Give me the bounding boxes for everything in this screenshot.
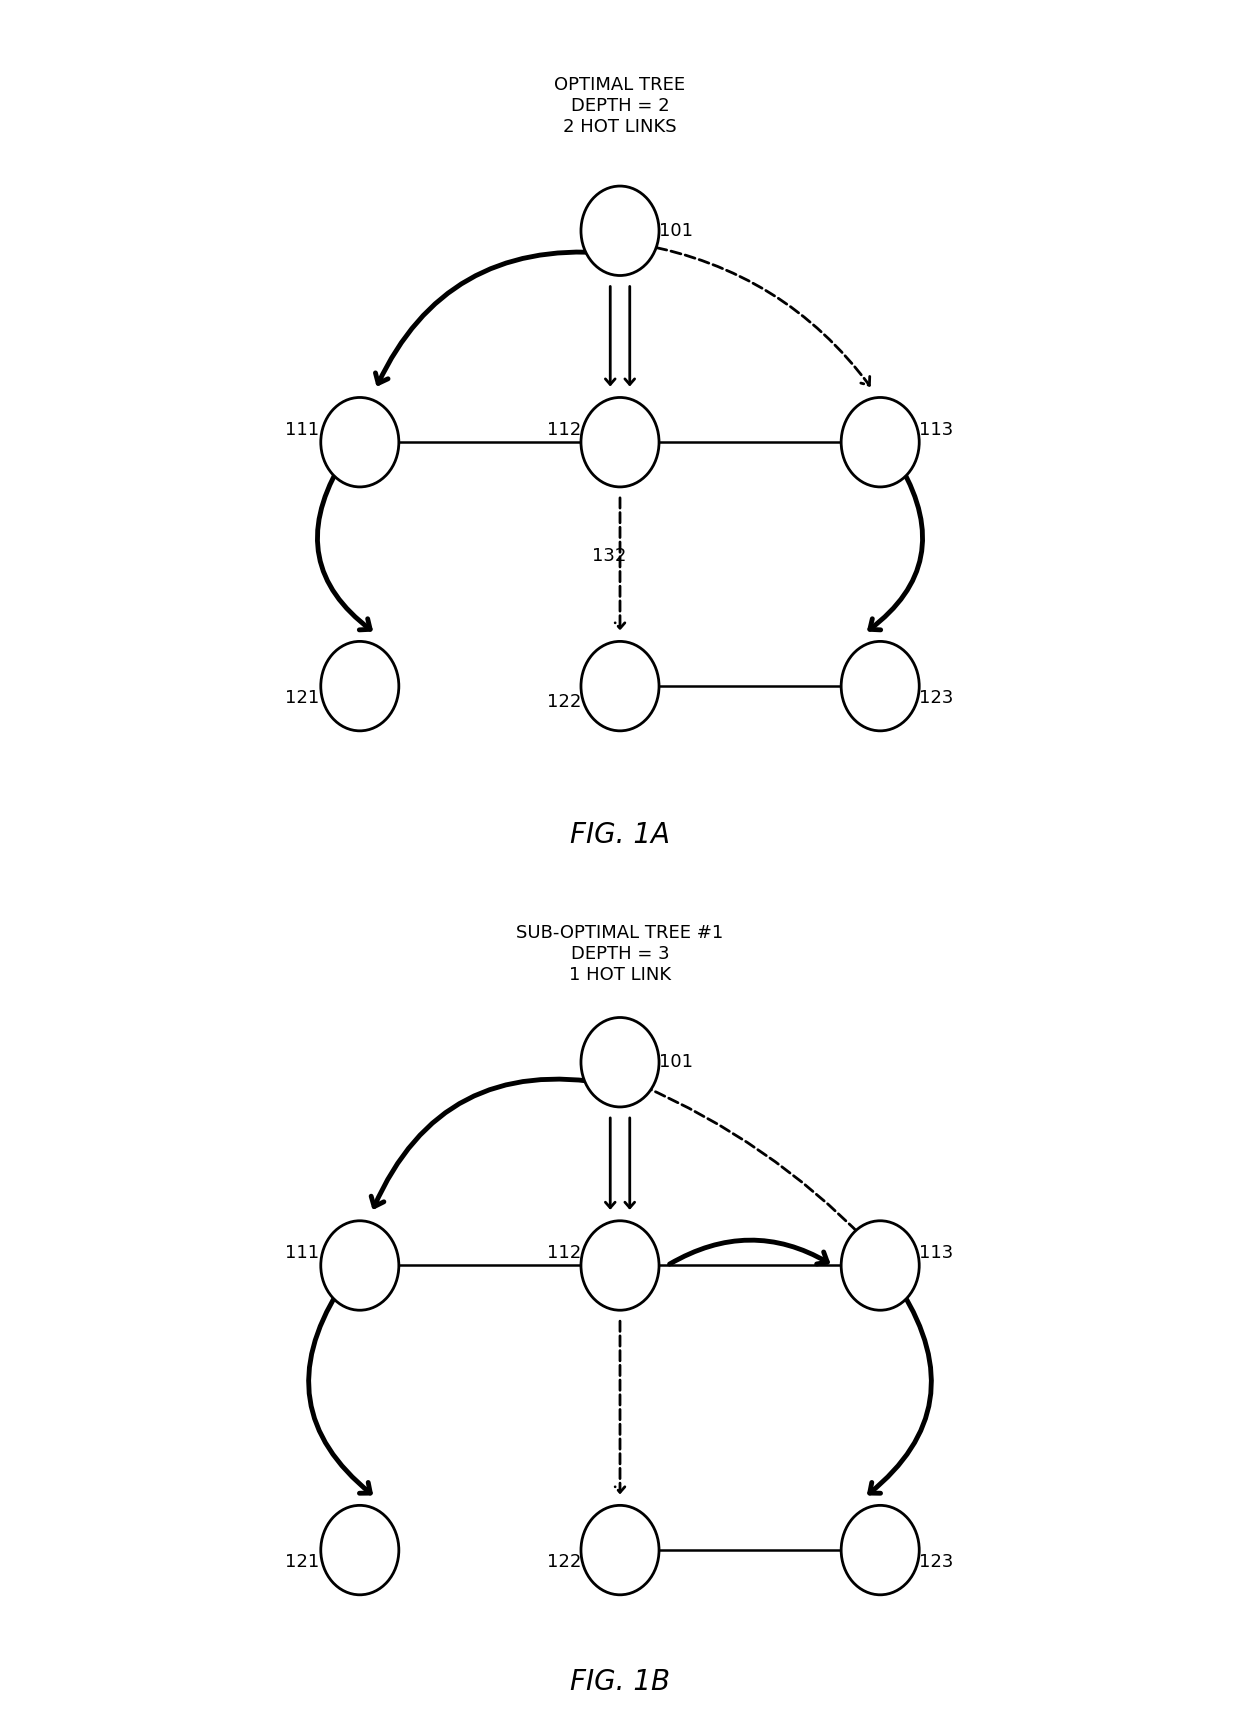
Text: 112: 112 (547, 1244, 582, 1263)
Text: 123: 123 (919, 689, 954, 708)
Ellipse shape (582, 1505, 658, 1595)
Ellipse shape (582, 1017, 658, 1107)
Text: 121: 121 (285, 689, 319, 708)
Text: FIG. 1A: FIG. 1A (570, 820, 670, 849)
Text: 113: 113 (919, 1244, 954, 1263)
Text: FIG. 1B: FIG. 1B (570, 1668, 670, 1697)
Ellipse shape (582, 398, 658, 486)
Ellipse shape (841, 1221, 919, 1310)
Text: OPTIMAL TREE
DEPTH = 2
2 HOT LINKS: OPTIMAL TREE DEPTH = 2 2 HOT LINKS (554, 76, 686, 137)
Ellipse shape (321, 1505, 399, 1595)
Text: 123: 123 (919, 1554, 954, 1571)
Ellipse shape (321, 642, 399, 730)
Ellipse shape (582, 187, 658, 275)
Text: 112: 112 (547, 420, 582, 439)
Ellipse shape (582, 642, 658, 730)
Ellipse shape (841, 642, 919, 730)
Ellipse shape (321, 1221, 399, 1310)
Text: SUB-OPTIMAL TREE #1
DEPTH = 3
1 HOT LINK: SUB-OPTIMAL TREE #1 DEPTH = 3 1 HOT LINK (516, 924, 724, 984)
Ellipse shape (841, 398, 919, 486)
Text: 132: 132 (591, 547, 626, 566)
Ellipse shape (582, 1221, 658, 1310)
Text: 113: 113 (919, 420, 954, 439)
Text: 121: 121 (285, 1554, 319, 1571)
Ellipse shape (321, 398, 399, 486)
Text: 111: 111 (285, 420, 319, 439)
Text: 101: 101 (658, 221, 693, 240)
Text: 101: 101 (658, 1054, 693, 1071)
Ellipse shape (841, 1505, 919, 1595)
Text: 122: 122 (547, 694, 582, 711)
Text: 111: 111 (285, 1244, 319, 1263)
Text: 122: 122 (547, 1554, 582, 1571)
